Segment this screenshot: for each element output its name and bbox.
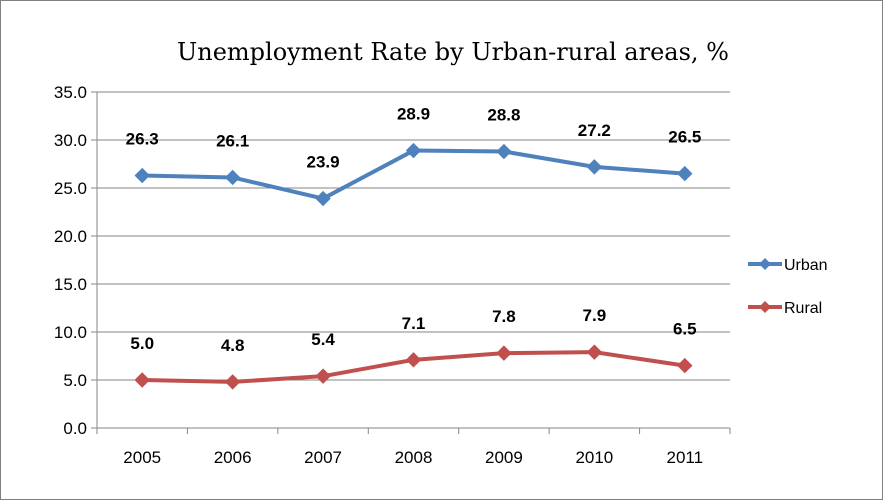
legend-label-urban: Urban [784,257,828,274]
x-tick-label: 2005 [123,448,161,467]
y-tick-label: 25.0 [54,179,87,198]
data-label-urban: 28.9 [397,105,430,124]
data-label-rural: 7.8 [492,307,516,326]
data-point-urban [224,169,241,186]
y-tick-label: 20.0 [54,227,87,246]
data-point-rural [315,368,331,384]
data-point-rural [405,352,422,368]
data-label-rural: 7.9 [583,306,607,325]
x-tick-label: 2010 [575,448,613,467]
data-label-urban: 26.3 [126,130,159,149]
data-point-urban [315,190,331,207]
x-tick-label: 2011 [667,448,704,467]
data-label-rural: 5.4 [311,330,335,349]
data-label-rural: 4.8 [221,336,245,355]
data-point-rural [224,374,241,390]
y-tick-label: 35.0 [54,83,87,102]
data-label-urban: 28.8 [487,106,520,125]
data-point-urban [134,167,150,184]
data-label-urban: 23.9 [307,153,340,172]
x-tick-label: 2008 [395,448,433,467]
x-tick-label: 2006 [214,448,252,467]
axes: 0.0 5.0 10.0 15.0 20.0 25.0 30.0 35.0 2005 2006 20… [54,83,731,467]
data-point-urban [405,142,422,159]
data-label-rural: 7.1 [402,314,426,333]
legend: Urban Rural [748,257,828,317]
data-label-urban: 26.5 [668,128,701,147]
legend-marker-urban [759,258,771,270]
data-label-urban: 27.2 [578,121,611,140]
y-tick-label: 0.0 [63,419,87,438]
y-tick-label: 10.0 [54,323,87,342]
legend-label-rural: Rural [784,300,822,317]
data-point-rural [677,357,693,374]
chart-title: Unemployment Rate by Urban-rural areas, … [177,38,729,66]
y-tick-label: 30.0 [54,131,87,150]
data-point-urban [586,159,603,175]
data-labels: 26.3 26.1 23.9 28.9 28.8 27.2 26.5 5.0 4.8 5.4 7.1… [126,105,702,355]
x-tick-label: 2007 [304,448,342,467]
data-point-rural [586,344,603,360]
data-point-urban [677,165,693,182]
y-tick-label: 5.0 [63,371,87,390]
data-point-rural [496,345,512,361]
data-label-urban: 26.1 [216,131,249,150]
data-label-rural: 6.5 [673,320,697,339]
data-point-rural [134,372,150,388]
data-label-rural: 5.0 [130,334,154,353]
x-tick-label: 2009 [485,448,523,467]
data-point-urban [496,143,512,160]
legend-marker-rural [759,301,771,313]
y-tick-label: 15.0 [54,275,87,294]
series-layer [134,142,693,390]
